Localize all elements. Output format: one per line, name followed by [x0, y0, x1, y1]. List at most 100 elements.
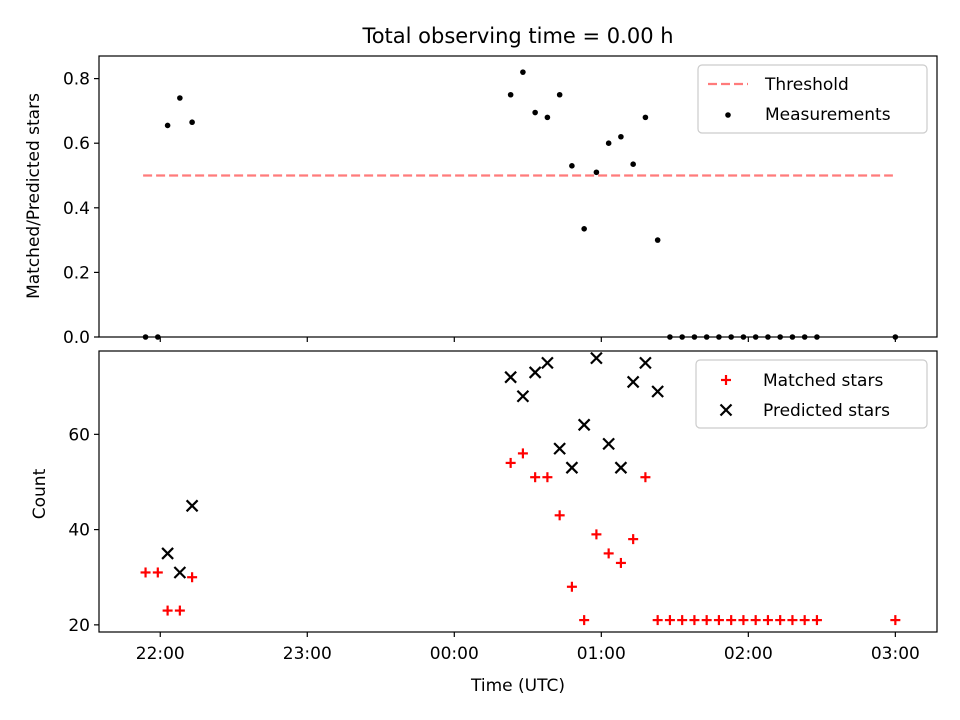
legend-measurements-label: Measurements [765, 105, 891, 125]
matched-star-point [775, 615, 786, 626]
measurement-point [189, 119, 195, 126]
x-tick-label: 02:00 [724, 644, 773, 664]
matched-star-point [542, 472, 553, 483]
measurement-point [691, 334, 698, 340]
matched-star-point [738, 615, 749, 626]
measurement-point [544, 114, 551, 121]
measurement-point [605, 140, 612, 147]
measurement-point [569, 163, 575, 169]
measurement-point [703, 334, 710, 340]
x-tick-label: 23:00 [283, 644, 332, 664]
predicted-star-point [590, 351, 603, 365]
legend-measurements-swatch [725, 112, 731, 118]
measurement-point [765, 334, 771, 340]
x-tick-label: 00:00 [430, 644, 479, 664]
matched-star-point [677, 615, 688, 626]
matched-star-point [603, 548, 614, 559]
bottom-y-tick-label: 60 [68, 425, 90, 445]
matched-star-point [664, 615, 675, 626]
measurement-point [581, 225, 587, 232]
measurement-point [740, 334, 747, 340]
matched-star-point [566, 581, 577, 592]
measurement-point [789, 334, 796, 340]
matched-star-point [628, 534, 639, 545]
top-y-axis-label: Matched/Predicted stars [24, 93, 44, 299]
bottom-y-tick-label: 40 [68, 521, 90, 541]
matched-star-point [689, 615, 700, 626]
matched-star-point [762, 615, 773, 626]
x-tick-label: 01:00 [577, 644, 626, 664]
matched-star-point [787, 615, 798, 626]
bottom-legend-box [695, 359, 928, 429]
matched-star-point [162, 605, 173, 616]
measurement-point [679, 334, 685, 340]
predicted-star-mark-b [590, 351, 603, 365]
measurement-point [892, 334, 899, 340]
predicted-star-point [626, 375, 640, 389]
top-y-tick-label: 0.2 [63, 263, 90, 283]
predicted-star-mark-b [173, 566, 187, 579]
matched-star-point [579, 615, 590, 626]
predicted-star-point [602, 437, 615, 451]
predicted-star-point [651, 385, 664, 398]
measurement-point [164, 122, 171, 129]
top-y-tick-label: 0.4 [63, 199, 90, 219]
measurement-point [752, 334, 759, 340]
predicted-star-mark-b [614, 461, 628, 474]
matched-star-point [701, 615, 712, 626]
matched-star-point [799, 615, 810, 626]
bottom-y-axis-label: Count [30, 468, 50, 519]
x-axis-label: Time (UTC) [470, 676, 565, 696]
matched-star-point [726, 615, 737, 626]
top-y-tick-label: 0.6 [63, 134, 90, 154]
measurement-point [142, 334, 149, 340]
measurement-point [642, 114, 649, 121]
predicted-star-mark-b [565, 461, 579, 474]
predicted-star-mark-b [626, 375, 640, 389]
matched-star-point [615, 557, 626, 568]
matched-star-point [890, 615, 901, 626]
predicted-star-point [614, 461, 628, 474]
matched-star-point [505, 457, 516, 468]
legend-matched-label: Matched stars [763, 371, 883, 391]
measurement-point [716, 334, 722, 340]
measurement-point [814, 334, 820, 340]
chart-title: Total observing time = 0.00 h [361, 24, 673, 48]
measurement-point [728, 334, 734, 340]
predicted-star-mark-b [185, 499, 199, 513]
measurement-point [630, 161, 636, 168]
matched-star-point [517, 448, 528, 459]
measurement-point [520, 69, 526, 75]
predicted-star-mark-b [504, 370, 517, 384]
predicted-star-point [504, 370, 517, 384]
top-y-tick-label: 0.8 [63, 70, 90, 90]
x-tick-label: 22:00 [136, 644, 185, 664]
matched-star-point [140, 567, 151, 578]
measurement-point [155, 334, 161, 340]
predicted-star-point [185, 499, 199, 513]
predicted-star-mark-b [602, 437, 615, 451]
matched-star-point [554, 510, 565, 521]
top-plot-frame [98, 55, 938, 338]
legend-threshold-label: Threshold [764, 75, 849, 95]
predicted-star-point [577, 418, 591, 432]
legend-matched-swatch [721, 375, 731, 385]
predicted-star-mark-b [553, 442, 566, 455]
matched-star-point [640, 472, 651, 483]
matched-star-point [152, 567, 163, 578]
predicted-star-mark-b [528, 366, 542, 379]
legend-predicted-label: Predicted stars [763, 401, 890, 421]
legend-predicted-swatch [719, 403, 733, 417]
predicted-star-point [639, 356, 652, 370]
measurement-point [618, 133, 624, 140]
predicted-star-point [541, 356, 554, 370]
predicted-star-mark-b [516, 389, 530, 403]
top-y-tick-label: 0.0 [63, 328, 90, 348]
predicted-star-mark-b [577, 418, 591, 432]
predicted-star-point [565, 461, 579, 474]
measurement-point [532, 109, 538, 116]
measurement-point [667, 334, 673, 340]
measurement-point [556, 91, 563, 98]
matched-star-point [713, 615, 724, 626]
